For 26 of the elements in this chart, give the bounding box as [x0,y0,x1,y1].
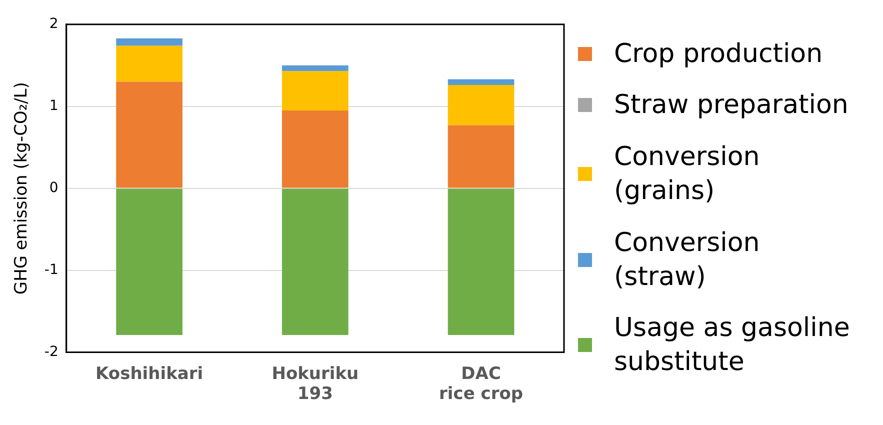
bar [448,188,514,335]
bar [282,71,348,110]
bar [282,110,348,188]
legend-label: Crop production [614,38,824,71]
legend-label: Conversion (straw) [614,226,761,294]
y-tick-label: 1 [49,98,58,114]
y-tick-label: -1 [44,262,58,278]
y-axis-title: GHG emission (kg-CO₂/L) [12,82,32,295]
legend-label: Usage as gasoline substitute [614,312,851,380]
bar [448,125,514,188]
bar [116,46,182,82]
legend-label: Straw preparation [614,89,850,122]
bar [448,85,514,126]
bar [282,188,348,335]
x-tick-label: Hokuriku 193 [272,364,359,404]
y-tick-label: -2 [44,344,58,360]
bar [116,38,182,46]
y-tick-label: 0 [49,180,58,196]
y-tick-label: 2 [49,16,58,32]
bar [448,79,514,86]
bar [282,65,348,72]
legend-label: Conversion (grains) [614,140,761,208]
bar [116,82,182,188]
x-tick-label: Koshihikari [96,364,204,384]
bar [116,188,182,335]
x-tick-label: DAC rice crop [439,364,524,404]
